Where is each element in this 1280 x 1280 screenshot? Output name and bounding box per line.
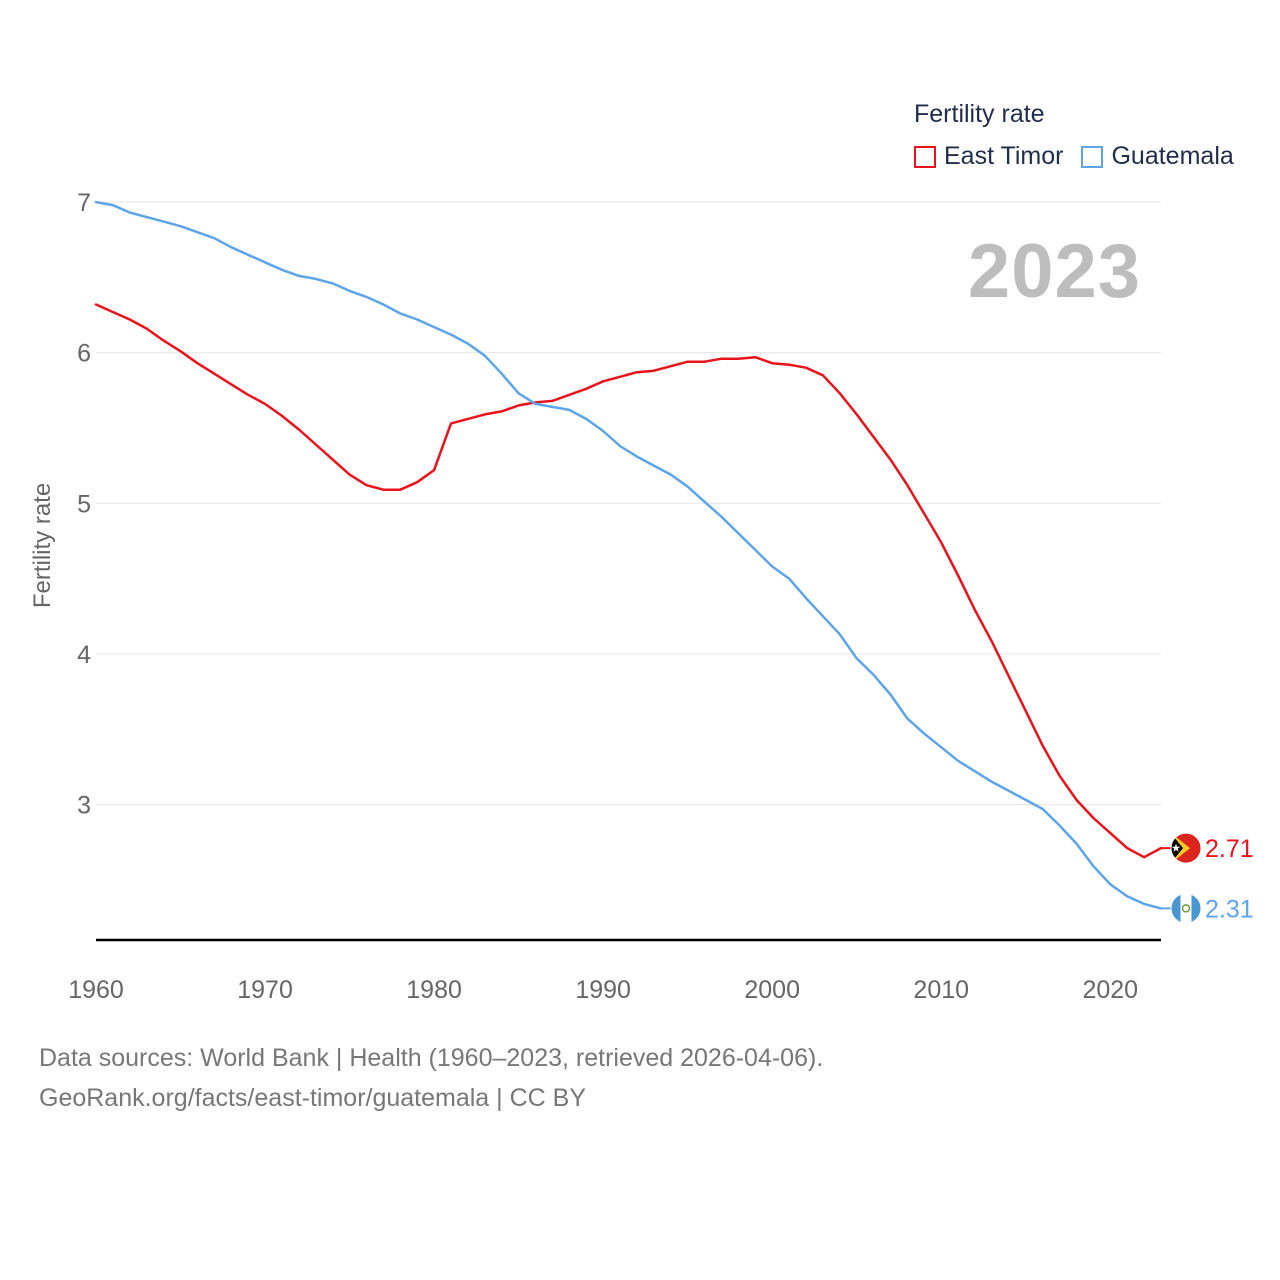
end-value-label-guatemala: 2.31 [1205, 895, 1254, 923]
legend-label-guatemala: Guatemala [1111, 142, 1234, 170]
x-tick-label-2010: 2010 [913, 976, 969, 1004]
flag-emblem [1181, 904, 1191, 913]
legend-swatch-east-timor [914, 145, 936, 168]
legend-label-east-timor: East Timor [944, 142, 1064, 170]
x-tick-label-1980: 1980 [406, 976, 462, 1004]
flag-body-guatemala [1171, 893, 1201, 924]
x-tick-label-1970: 1970 [237, 976, 293, 1004]
end-value-label-east-timor: 2.71 [1205, 835, 1254, 863]
x-tick-label-2020: 2020 [1082, 976, 1138, 1004]
flag-star [1171, 843, 1181, 852]
legend-swatch-guatemala [1081, 145, 1104, 168]
y-tick-label-4: 4 [77, 641, 91, 669]
footer-sources: Data sources: World Bank | Health (1960–… [39, 1044, 824, 1072]
year-label: 2023 [967, 229, 1141, 314]
y-tick-label-7: 7 [77, 189, 91, 217]
flag-body-east-timor [1171, 833, 1201, 864]
flag-ring-guatemala [1170, 892, 1202, 924]
legend-title: Fertility rate [914, 100, 1045, 128]
x-tick-label-2000: 2000 [744, 976, 800, 1004]
y-tick-label-6: 6 [77, 340, 91, 368]
legend: East Timor Guatemala [914, 142, 1252, 171]
east-timor-flag-icon [1161, 832, 1202, 864]
guatemala-flag-icon [1161, 892, 1202, 924]
x-tick-label-1990: 1990 [575, 976, 631, 1004]
legend-item-guatemala[interactable]: Guatemala [1081, 142, 1234, 171]
footer-attribution[interactable]: GeoRank.org/facts/east-timor/guatemala |… [39, 1084, 586, 1112]
y-tick-label-5: 5 [77, 490, 91, 518]
legend-item-east-timor[interactable]: East Timor [914, 142, 1063, 171]
y-axis-title: Fertility rate [29, 483, 56, 608]
flag-ring-east-timor [1170, 832, 1202, 864]
series-line-guatemala[interactable] [94, 200, 1163, 910]
x-tick-label-1960: 1960 [68, 976, 124, 1004]
flag-white-stripe [1180, 893, 1192, 924]
y-tick-label-3: 3 [77, 791, 91, 819]
series-line-east-timor[interactable] [94, 303, 1163, 859]
